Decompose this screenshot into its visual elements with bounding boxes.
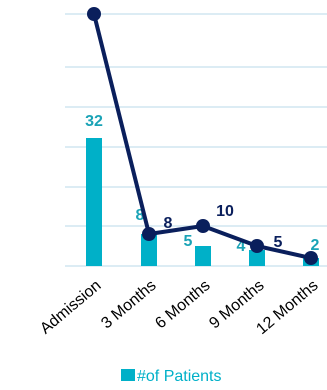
bar xyxy=(195,246,211,266)
line-point xyxy=(250,239,264,253)
line-data-label: 10 xyxy=(216,203,234,220)
line-point xyxy=(196,219,210,233)
legend-label: #of Patients xyxy=(137,368,222,385)
bar-data-label: 8 xyxy=(136,207,145,224)
line-point xyxy=(142,227,156,241)
line-data-label: 8 xyxy=(164,215,173,232)
bar xyxy=(249,250,265,266)
line-series: 8 10 5 xyxy=(87,7,318,265)
legend-swatch xyxy=(121,369,135,381)
line-point xyxy=(304,251,318,265)
line-data-label: 5 xyxy=(274,234,283,251)
bar-data-label: 5 xyxy=(184,233,193,250)
line-point xyxy=(87,7,101,21)
bar-data-label: 32 xyxy=(85,113,103,130)
bar-data-label: 4 xyxy=(237,238,246,255)
bar xyxy=(86,138,102,266)
bar-data-label: 2 xyxy=(311,237,320,254)
legend: #of Patients xyxy=(121,368,222,385)
bar xyxy=(141,234,157,266)
